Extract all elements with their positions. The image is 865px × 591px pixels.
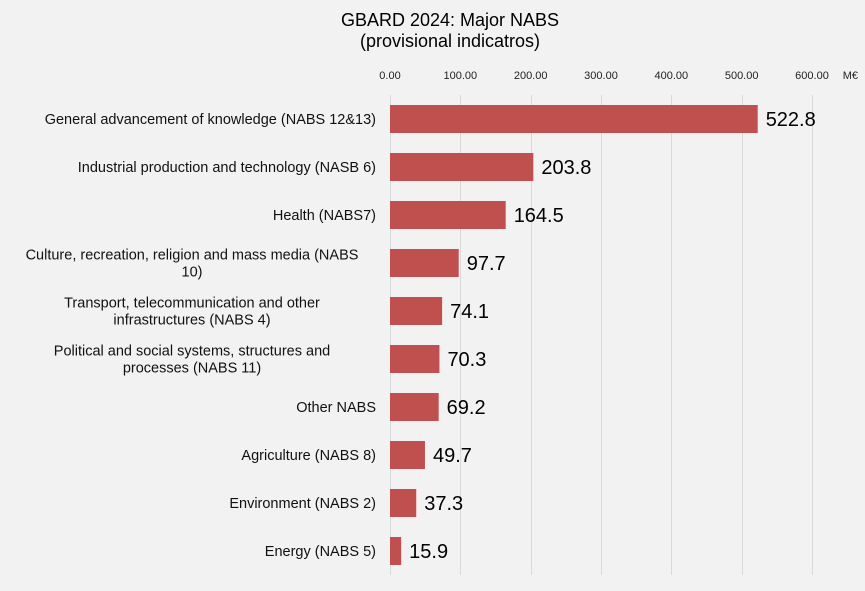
bar (390, 201, 506, 229)
data-label: 15.9 (409, 541, 448, 563)
bar (390, 249, 459, 277)
category-label-line: General advancement of knowledge (NABS 1… (45, 112, 376, 128)
category-label: Industrial production and technology (NA… (78, 160, 376, 176)
x-tick-label: 200.00 (514, 70, 548, 82)
x-tick-label: 500.00 (725, 70, 759, 82)
category-label: Other NABS (296, 400, 376, 416)
category-label: General advancement of knowledge (NABS 1… (45, 112, 376, 128)
chart-title-block: GBARD 2024: Major NABS (provisional indi… (290, 10, 610, 52)
category-label-line: Environment (NABS 2) (229, 496, 376, 512)
bar (390, 153, 534, 181)
data-label: 74.1 (450, 301, 489, 323)
bar (390, 489, 417, 517)
x-tick-label: 400.00 (655, 70, 689, 82)
category-label: Political and social systems, structures… (54, 344, 330, 377)
category-label-line: Energy (NABS 5) (265, 544, 376, 560)
category-label-line: processes (NABS 11) (123, 361, 261, 377)
category-label-line: Industrial production and technology (NA… (78, 160, 376, 176)
category-label-line: Agriculture (NABS 8) (241, 448, 376, 464)
x-tick-label: 300.00 (584, 70, 618, 82)
category-label: Energy (NABS 5) (265, 544, 376, 560)
category-label-line: Health (NABS7) (273, 208, 376, 224)
data-label: 69.2 (447, 397, 486, 419)
bar (390, 537, 402, 565)
category-label-line: Other NABS (296, 400, 376, 416)
category-label-line: 10) (182, 265, 203, 281)
data-label: 49.7 (433, 445, 472, 467)
data-label: 70.3 (447, 349, 486, 371)
data-label: 164.5 (514, 205, 564, 227)
chart-subtitle: (provisional indicatros) (359, 31, 541, 51)
category-label-line: infrastructures (NABS 4) (113, 313, 270, 329)
bar (390, 105, 758, 133)
bar (390, 441, 425, 469)
bar (390, 393, 439, 421)
x-tick-label: 100.00 (444, 70, 478, 82)
bar (390, 345, 440, 373)
category-label-line: Culture, recreation, religion and mass m… (26, 248, 359, 264)
chart-title: GBARD 2024: Major NABS (340, 10, 560, 30)
data-label: 37.3 (424, 493, 463, 515)
data-label: 522.8 (766, 109, 816, 131)
x-tick-label: 0.00 (379, 70, 400, 82)
category-label-line: Transport, telecommunication and other (64, 296, 320, 312)
data-label: 97.7 (467, 253, 506, 275)
x-tick-label: 600.00 (795, 70, 829, 82)
data-label: 203.8 (541, 157, 591, 179)
category-label: Environment (NABS 2) (229, 496, 376, 512)
x-axis-unit-label: M€ (843, 70, 858, 82)
category-label: Agriculture (NABS 8) (241, 448, 376, 464)
category-label: Transport, telecommunication and other in… (64, 296, 320, 329)
category-label-line: Political and social systems, structures… (54, 344, 330, 360)
bar (390, 297, 443, 325)
category-label: Culture, recreation, religion and mass m… (26, 248, 359, 281)
category-label: Health (NABS7) (273, 208, 376, 224)
